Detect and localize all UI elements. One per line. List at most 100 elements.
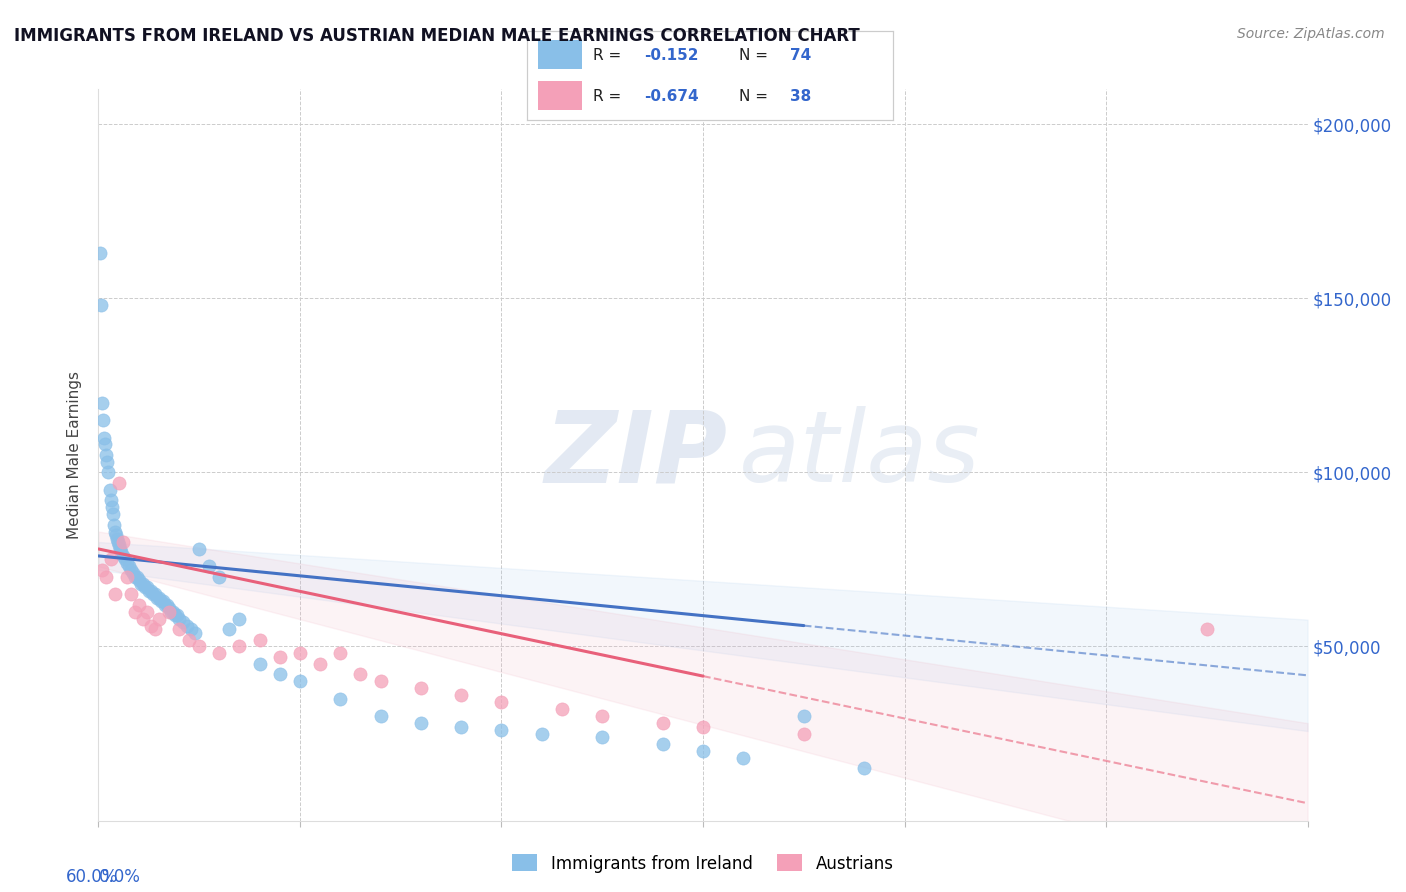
Point bbox=[120, 563, 142, 577]
Point bbox=[146, 591, 169, 605]
Point bbox=[100, 493, 122, 508]
Text: R =: R = bbox=[593, 89, 626, 103]
Point bbox=[409, 681, 432, 696]
Point bbox=[269, 667, 291, 681]
Point bbox=[98, 483, 121, 497]
Point bbox=[176, 618, 198, 632]
Text: N =: N = bbox=[740, 89, 773, 103]
Point bbox=[793, 726, 815, 740]
Point bbox=[156, 598, 179, 612]
Point bbox=[124, 570, 146, 584]
Point bbox=[1195, 622, 1218, 636]
Point bbox=[115, 556, 138, 570]
Text: 74: 74 bbox=[790, 48, 811, 62]
Point bbox=[100, 552, 122, 566]
Point bbox=[139, 618, 162, 632]
Point bbox=[450, 720, 472, 734]
Point bbox=[409, 716, 432, 731]
Point bbox=[103, 587, 125, 601]
Point bbox=[125, 570, 148, 584]
Point bbox=[184, 625, 207, 640]
Point bbox=[157, 605, 180, 619]
Point bbox=[228, 640, 250, 654]
Point bbox=[97, 466, 120, 480]
Text: atlas: atlas bbox=[740, 407, 981, 503]
Point bbox=[135, 580, 157, 594]
Point bbox=[149, 594, 172, 608]
Point bbox=[101, 507, 124, 521]
Point bbox=[114, 552, 136, 566]
Text: 60.0%: 60.0% bbox=[66, 868, 118, 886]
Point bbox=[105, 532, 128, 546]
Point bbox=[143, 622, 166, 636]
Point bbox=[218, 622, 240, 636]
Point bbox=[188, 541, 211, 556]
Point bbox=[172, 615, 194, 629]
Point bbox=[104, 528, 127, 542]
Point bbox=[134, 580, 156, 594]
Point bbox=[121, 566, 143, 581]
Text: R =: R = bbox=[593, 48, 626, 62]
Point bbox=[228, 612, 250, 626]
Point bbox=[111, 549, 134, 563]
Point bbox=[96, 455, 118, 469]
Point bbox=[208, 570, 231, 584]
Point bbox=[107, 475, 129, 490]
Point bbox=[91, 395, 114, 409]
Point bbox=[138, 583, 160, 598]
Point bbox=[107, 535, 129, 549]
Point bbox=[111, 535, 134, 549]
Point bbox=[103, 517, 125, 532]
Point bbox=[120, 587, 142, 601]
Point bbox=[491, 695, 513, 709]
Point bbox=[153, 598, 176, 612]
Point bbox=[163, 608, 186, 623]
Point bbox=[108, 541, 131, 556]
Point bbox=[198, 559, 221, 574]
Point bbox=[132, 576, 155, 591]
Bar bbox=[538, 81, 582, 110]
Text: -0.674: -0.674 bbox=[644, 89, 699, 103]
Legend: Immigrants from Ireland, Austrians: Immigrants from Ireland, Austrians bbox=[506, 847, 900, 880]
Point bbox=[249, 657, 271, 671]
Point bbox=[180, 622, 202, 636]
Text: ZIP: ZIP bbox=[544, 407, 727, 503]
Point bbox=[129, 576, 152, 591]
Point bbox=[329, 647, 352, 661]
Point bbox=[591, 709, 613, 723]
Point bbox=[651, 716, 673, 731]
Text: IMMIGRANTS FROM IRELAND VS AUSTRIAN MEDIAN MALE EARNINGS CORRELATION CHART: IMMIGRANTS FROM IRELAND VS AUSTRIAN MEDI… bbox=[14, 27, 860, 45]
Point bbox=[107, 539, 129, 553]
Point bbox=[167, 622, 190, 636]
Text: -0.152: -0.152 bbox=[644, 48, 699, 62]
Point bbox=[103, 524, 125, 539]
Point bbox=[288, 674, 311, 689]
Point bbox=[167, 612, 190, 626]
Point bbox=[370, 709, 392, 723]
Point bbox=[96, 570, 118, 584]
Point bbox=[142, 587, 165, 601]
Point bbox=[591, 730, 613, 744]
Text: 0.0%: 0.0% bbox=[98, 868, 141, 886]
Point bbox=[124, 605, 146, 619]
Point bbox=[188, 640, 211, 654]
Point bbox=[135, 605, 157, 619]
Point bbox=[94, 437, 117, 451]
Point bbox=[132, 612, 155, 626]
Text: Source: ZipAtlas.com: Source: ZipAtlas.com bbox=[1237, 27, 1385, 41]
Point bbox=[733, 751, 755, 765]
Point bbox=[157, 601, 180, 615]
Point bbox=[143, 587, 166, 601]
Point bbox=[93, 413, 115, 427]
Point bbox=[370, 674, 392, 689]
Point bbox=[793, 709, 815, 723]
Point bbox=[148, 591, 170, 605]
Point bbox=[853, 761, 876, 775]
Point bbox=[152, 594, 174, 608]
Point bbox=[208, 647, 231, 661]
Point bbox=[179, 632, 201, 647]
Bar bbox=[538, 40, 582, 69]
Point bbox=[349, 667, 371, 681]
Y-axis label: Median Male Earnings: Median Male Earnings bbox=[67, 371, 83, 539]
Point bbox=[115, 570, 138, 584]
